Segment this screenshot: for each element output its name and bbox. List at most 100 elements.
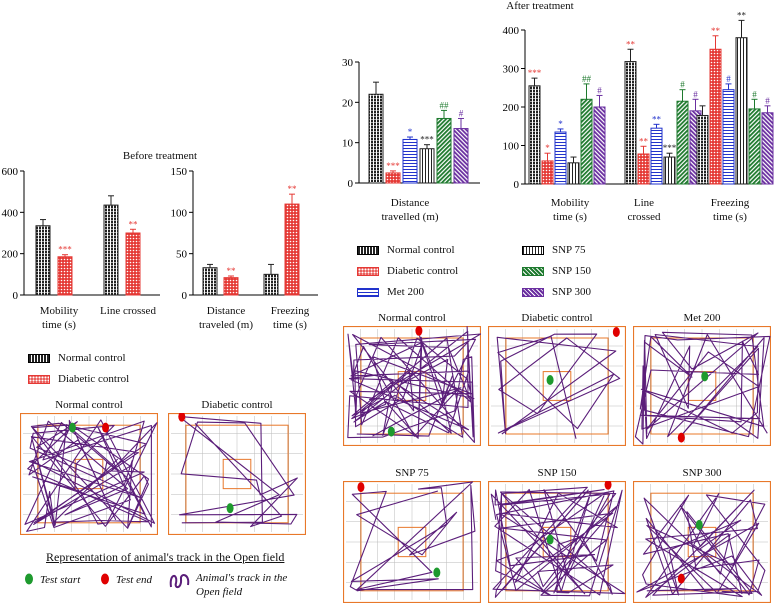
bar bbox=[554, 131, 567, 185]
y-tick-label: 50 bbox=[176, 249, 188, 261]
legend-item: SNP 300 bbox=[522, 286, 632, 298]
legend-item: Diabetic control bbox=[28, 373, 129, 385]
diabetic-control-swatch bbox=[357, 266, 379, 276]
open-field-arena bbox=[488, 326, 626, 446]
y-tick-label: 0 bbox=[182, 290, 188, 302]
significance-label: ** bbox=[288, 184, 298, 194]
test-end-marker bbox=[102, 422, 110, 433]
bar bbox=[637, 153, 650, 185]
bar bbox=[528, 85, 541, 185]
significance-label: ** bbox=[737, 10, 747, 20]
bar bbox=[385, 172, 401, 184]
bar bbox=[624, 61, 637, 185]
y-tick-label: 10 bbox=[342, 138, 354, 150]
legend-item: Normal control bbox=[28, 352, 129, 364]
track-scribble-icon bbox=[169, 574, 190, 589]
animal-track bbox=[496, 333, 621, 439]
y-tick-label: 100 bbox=[503, 141, 520, 153]
after-cat-label: Line crossed bbox=[627, 197, 661, 223]
center-zone bbox=[397, 526, 427, 558]
significance-label: *** bbox=[420, 135, 434, 145]
diabetic-control-swatch bbox=[28, 374, 50, 384]
significance-label: ** bbox=[129, 219, 139, 229]
significance-label: *** bbox=[386, 161, 400, 171]
open-field-title: Met 200 bbox=[683, 312, 721, 324]
inner-zone bbox=[360, 492, 464, 592]
significance-label: *** bbox=[663, 143, 677, 153]
bar bbox=[735, 37, 748, 185]
test-start-marker bbox=[226, 503, 234, 514]
open-field-arena bbox=[343, 481, 481, 603]
significance-label: # bbox=[693, 89, 698, 99]
bar bbox=[35, 225, 51, 296]
y-tick-label: 400 bbox=[2, 207, 19, 219]
significance-label: # bbox=[765, 96, 770, 106]
legend-item: Normal control bbox=[357, 244, 522, 256]
significance-label: # bbox=[726, 74, 731, 84]
significance-label: ** bbox=[626, 39, 636, 49]
bar bbox=[676, 100, 689, 185]
before-treatment-title: Before treatment bbox=[122, 150, 198, 162]
significance-label: ** bbox=[711, 26, 721, 36]
animal-track bbox=[490, 486, 626, 598]
after-treatment-title: After treatment bbox=[506, 0, 574, 12]
significance-label: *** bbox=[528, 68, 542, 78]
open-field-title: SNP 75 bbox=[395, 467, 429, 479]
y-tick-label: 600 bbox=[2, 166, 19, 178]
y-tick-label: 150 bbox=[171, 166, 188, 178]
significance-label: # bbox=[752, 89, 757, 99]
bar bbox=[761, 112, 774, 185]
test-start-marker bbox=[695, 519, 703, 530]
after-cat-label: Distance travelled (m) bbox=[381, 197, 439, 223]
legend-item: SNP 150 bbox=[522, 265, 632, 277]
significance-label: # bbox=[597, 85, 602, 95]
bar bbox=[223, 277, 239, 296]
bar bbox=[663, 156, 676, 185]
bar bbox=[103, 204, 119, 296]
test-start-marker bbox=[387, 426, 395, 437]
open-field-title: Normal control bbox=[378, 312, 446, 324]
center-zone bbox=[222, 458, 252, 490]
test-end-marker bbox=[604, 481, 612, 490]
significance-label: ## bbox=[440, 100, 450, 110]
before-cat-label: Distance traveled (m) bbox=[198, 305, 254, 331]
red-marker-icon bbox=[101, 573, 109, 585]
y-tick-label: 200 bbox=[503, 102, 520, 114]
bar bbox=[368, 93, 384, 184]
open-field-title: Diabetic control bbox=[201, 399, 273, 411]
significance-label: *** bbox=[58, 245, 72, 255]
inner-zone bbox=[650, 337, 754, 435]
after-legend: Normal control SNP 75 Diabetic control S… bbox=[357, 244, 591, 298]
bar bbox=[284, 203, 300, 296]
y-tick-label: 20 bbox=[342, 97, 354, 109]
bar bbox=[593, 106, 606, 185]
test-start-marker bbox=[701, 371, 709, 382]
test-start-marker bbox=[546, 375, 554, 385]
open-field-panel: SNP 150 bbox=[488, 467, 626, 603]
open-field-title: SNP 300 bbox=[682, 467, 722, 479]
significance-label: # bbox=[459, 108, 464, 118]
significance-label: ** bbox=[227, 266, 237, 276]
key-end: Test end bbox=[100, 573, 152, 587]
after-cat-label: Freezing time (s) bbox=[710, 197, 750, 223]
y-tick-label: 30 bbox=[342, 57, 354, 69]
normal-control-swatch bbox=[28, 353, 50, 363]
before-cat-label: Mobility time (s) bbox=[39, 305, 79, 331]
open-field-arena bbox=[168, 413, 306, 535]
bar bbox=[709, 48, 722, 185]
key-track: Animal's track in the Open field bbox=[168, 571, 287, 599]
bar bbox=[748, 108, 761, 185]
before-chart-distance-freezing: 0 50 100 150 ** ** bbox=[171, 166, 318, 302]
animal-track bbox=[634, 331, 771, 445]
open-field-arena bbox=[488, 481, 626, 603]
bar bbox=[125, 232, 141, 296]
bar bbox=[696, 114, 709, 185]
test-end-marker bbox=[677, 573, 685, 584]
legend-item: SNP 75 bbox=[522, 244, 632, 256]
open-field-arena bbox=[20, 413, 158, 535]
y-tick-label: 0 bbox=[348, 178, 354, 190]
y-tick-label: 300 bbox=[503, 64, 520, 76]
